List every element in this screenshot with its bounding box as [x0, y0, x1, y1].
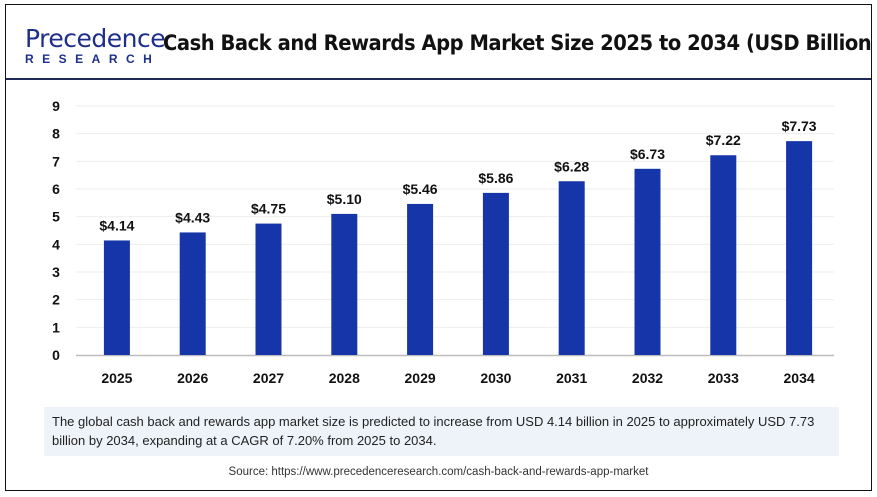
- x-tick-label-2033: 2033: [708, 370, 739, 386]
- y-tick-label: 8: [52, 126, 60, 142]
- header: Precedence RESEARCH Cash Back and Reward…: [6, 5, 871, 80]
- bar-2028: [331, 213, 358, 355]
- y-tick-label: 4: [52, 236, 60, 252]
- data-label-2028: $5.10: [327, 191, 362, 207]
- y-tick-label: 7: [52, 153, 60, 169]
- x-tick-label-2031: 2031: [556, 370, 587, 386]
- summary-text: The global cash back and rewards app mar…: [44, 407, 839, 456]
- data-label-2034: $7.73: [782, 118, 817, 134]
- chart-title: Cash Back and Rewards App Market Size 20…: [163, 31, 872, 55]
- bar-chart: 0 1 2 3 4 5 6 7 8 9 $4.14 2025 $4.43 2026 $4.75 2027 $5.…: [52, 98, 834, 386]
- data-label-2029: $5.46: [403, 181, 438, 197]
- bar-2033: [710, 155, 737, 355]
- bar-2031: [558, 181, 585, 355]
- x-tick-label-2029: 2029: [405, 370, 436, 386]
- bar-2030: [482, 192, 509, 355]
- x-tick-label-2025: 2025: [101, 370, 132, 386]
- y-tick-label: 9: [52, 98, 60, 114]
- y-tick-label: 5: [52, 209, 60, 225]
- data-label-2031: $6.28: [554, 158, 589, 174]
- x-tick-label-2027: 2027: [253, 370, 284, 386]
- x-tick-label-2034: 2034: [784, 370, 815, 386]
- bar-2026: [179, 232, 206, 355]
- bar-2034: [786, 141, 813, 355]
- logo: Precedence RESEARCH: [21, 25, 166, 66]
- x-tick-label-2032: 2032: [632, 370, 663, 386]
- x-tick-label-2030: 2030: [480, 370, 511, 386]
- data-label-2027: $4.75: [251, 201, 286, 217]
- y-tick-label: 6: [52, 181, 60, 197]
- y-tick-label: 3: [52, 264, 60, 280]
- bar-2029: [407, 203, 434, 355]
- x-tick-label-2026: 2026: [177, 370, 208, 386]
- infographic: Precedence RESEARCH Cash Back and Reward…: [5, 4, 872, 491]
- y-tick-label: 0: [52, 347, 60, 363]
- bar-2027: [255, 223, 282, 355]
- logo-sub-text: RESEARCH: [25, 52, 161, 66]
- logo-main-text: Precedence: [25, 24, 166, 53]
- y-tick-label: 1: [52, 319, 60, 335]
- data-label-2030: $5.86: [478, 170, 513, 186]
- bar-2032: [634, 168, 661, 355]
- data-label-2032: $6.73: [630, 146, 665, 162]
- data-label-2026: $4.43: [175, 209, 210, 225]
- y-tick-label: 2: [52, 292, 60, 308]
- data-label-2033: $7.22: [706, 132, 741, 148]
- bar-2025: [103, 240, 130, 355]
- data-label-2025: $4.14: [99, 217, 134, 233]
- source-text: Source: https://www.precedenceresearch.c…: [228, 466, 649, 478]
- x-tick-label-2028: 2028: [329, 370, 360, 386]
